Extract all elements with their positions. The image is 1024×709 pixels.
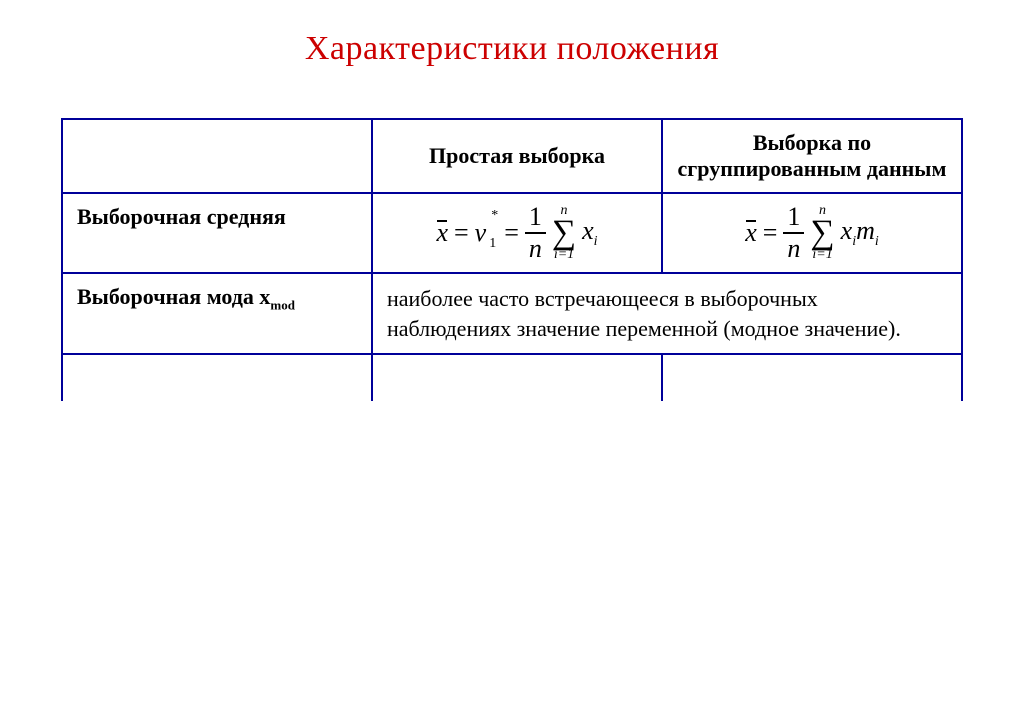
sum-bot: i=1 [554,248,574,262]
term-xi-mi: ximi [841,216,879,250]
term-xi: xi [582,216,597,250]
sym-eq2: = [504,218,519,248]
frac-den: n [525,234,546,262]
frac-num-2: 1 [783,204,804,232]
frac-one-over-n: 1 n [525,204,546,262]
sigma-icon-2: ∑ [810,216,834,250]
row-label-sample-mode: Выборочная мода xmod [62,273,372,354]
sym-eq-g: = [763,218,778,248]
sym-nu1star: ν * 1 [475,218,499,248]
header-grouped-sample: Выборка по сгруппированным данным [662,119,962,193]
term-m-sub: i [875,234,879,249]
sym-nu: ν [475,218,487,247]
frac-den-2: n [783,234,804,262]
table-empty-row [62,354,962,401]
sym-xbar: x [436,218,448,248]
frac-num: 1 [525,204,546,232]
formula-simple-mean: x = ν * 1 = 1 n n ∑ [372,193,662,273]
sym-nu-sup: * [491,208,498,224]
term-x-2: x [841,216,853,245]
empty-cell [62,354,372,401]
term-x-sub: i [594,234,598,249]
table-header-row: Простая выборка Выборка по сгруппированн… [62,119,962,193]
row-sample-mode: Выборочная мода xmod наиболее часто встр… [62,273,962,354]
characteristics-table: Простая выборка Выборка по сгруппированн… [61,118,963,401]
formula-grouped-mean: x = 1 n n ∑ i=1 ximi [662,193,962,273]
slide: Характеристики положения Простая выборка… [0,0,1024,709]
sym-xbar-2: x [745,218,757,248]
header-simple-sample: Простая выборка [372,119,662,193]
mode-label-text: Выборочная мода x [77,284,270,309]
mode-label-sub: mod [270,297,295,312]
sym-nu-sub: 1 [489,236,496,252]
sym-eq: = [454,218,469,248]
mode-description: наиболее часто встречающееся в выборочны… [372,273,962,354]
sum-symbol: n ∑ i=1 [552,204,576,262]
empty-cell [662,354,962,401]
header-blank [62,119,372,193]
row-sample-mean: Выборочная средняя x = ν * 1 = 1 n [62,193,962,273]
sum-symbol-2: n ∑ i=1 [810,204,834,262]
term-m: m [856,216,875,245]
row-label-sample-mean: Выборочная средняя [62,193,372,273]
sum-bot-2: i=1 [812,248,832,262]
sigma-icon: ∑ [552,216,576,250]
empty-cell [372,354,662,401]
frac-one-over-n-2: 1 n [783,204,804,262]
term-x: x [582,216,594,245]
slide-title: Характеристики положения [0,30,1024,68]
